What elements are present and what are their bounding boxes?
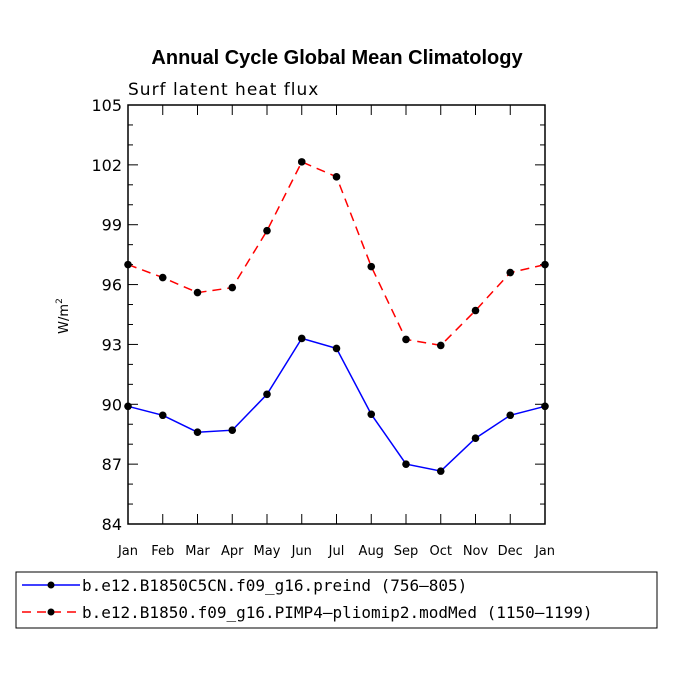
data-point [436, 341, 445, 350]
legend-marker-1 [47, 581, 55, 589]
data-point [158, 273, 167, 282]
y-axis: 84 87 90 93 96 99 102 105 [91, 96, 545, 534]
plot-frame [127, 104, 546, 525]
legend-label-2: b.e12.B1850.f09_g16.PIMP4–pliomip2.modMe… [82, 603, 593, 622]
y-axis-label-unit: W/m [57, 304, 72, 334]
data-point [297, 158, 306, 166]
data-point [506, 411, 515, 420]
legend: b.e12.B1850C5CN.f09_g16.preind (756–805)… [15, 571, 658, 629]
x-tick-label: Apr [221, 544, 244, 559]
y-tick-label: 102 [91, 156, 122, 175]
y-axis-label: W/m2 [55, 298, 72, 334]
data-point [367, 410, 376, 419]
x-axis: Jan Feb Mar Apr May Jun Jul Aug Sep Oct Nov Dec Jan [117, 105, 555, 559]
data-point [367, 262, 376, 271]
data-point [124, 260, 132, 269]
data-point [402, 335, 410, 344]
y-tick-label: 90 [102, 395, 122, 414]
data-point [263, 390, 271, 399]
series-line-1 [127, 337, 546, 472]
data-point [436, 467, 445, 475]
x-tick-label: Dec [498, 544, 523, 559]
data-point [193, 288, 202, 297]
y-tick-label: 84 [102, 515, 122, 534]
x-tick-label: Jan [534, 544, 555, 559]
data-point [541, 260, 549, 269]
x-tick-label: Mar [185, 544, 210, 559]
x-tick-label: Jul [328, 544, 345, 559]
legend-box [15, 571, 658, 629]
x-tick-label: Jan [117, 544, 138, 559]
data-point [332, 344, 341, 353]
data-point [193, 428, 202, 437]
data-point [124, 402, 132, 411]
series-layer [124, 158, 549, 475]
data-point [263, 226, 271, 235]
x-tick-label: Nov [463, 544, 489, 559]
legend-marker-2 [47, 608, 55, 616]
data-point [541, 402, 549, 411]
x-tick-label: May [254, 544, 281, 559]
data-point [158, 411, 167, 420]
series-line-2 [127, 160, 546, 347]
x-tick-label: Oct [430, 544, 452, 559]
data-point [228, 283, 237, 292]
chart-title: Annual Cycle Global Mean Climatology [151, 47, 523, 69]
data-point [402, 460, 410, 468]
data-point [297, 334, 306, 343]
y-tick-label: 105 [91, 96, 122, 115]
y-tick-label: 99 [102, 216, 122, 235]
data-point [228, 426, 237, 435]
y-tick-label: 96 [102, 276, 122, 295]
legend-label-1: b.e12.B1850C5CN.f09_g16.preind (756–805) [82, 576, 467, 595]
y-tick-label: 93 [102, 335, 122, 354]
data-point [471, 306, 480, 315]
data-point [471, 434, 480, 443]
y-tick-label: 87 [102, 455, 122, 474]
data-point [332, 173, 341, 181]
x-tick-label: Jun [291, 544, 312, 559]
y-axis-label-exponent: 2 [55, 298, 65, 304]
x-tick-label: Feb [151, 544, 174, 559]
x-tick-label: Aug [359, 544, 384, 559]
data-point [506, 268, 515, 277]
x-tick-label: Sep [394, 544, 419, 559]
chart-subtitle: Surf latent heat flux [128, 80, 319, 100]
